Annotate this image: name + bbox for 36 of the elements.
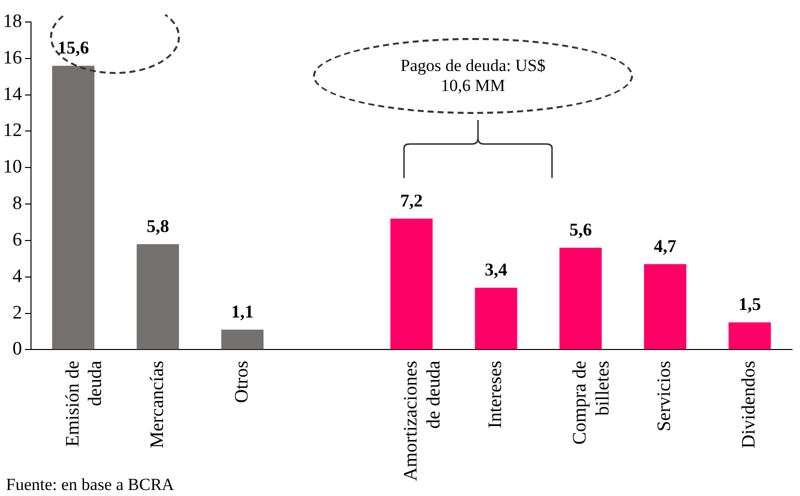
data-label: 5,6 bbox=[569, 219, 592, 240]
y-tick-label: 4 bbox=[12, 266, 22, 287]
y-tick-label: 6 bbox=[12, 229, 22, 250]
data-label: 15,6 bbox=[58, 37, 90, 58]
source-note: Fuente: en base a BCRA bbox=[6, 475, 175, 494]
x-tick-label: Servicios bbox=[654, 360, 676, 432]
bar bbox=[474, 288, 518, 350]
bar bbox=[728, 322, 771, 350]
y-tick-label: 18 bbox=[3, 10, 22, 32]
data-label: 1,1 bbox=[231, 301, 254, 322]
bar bbox=[136, 244, 179, 350]
y-tick-label: 12 bbox=[3, 120, 22, 142]
x-tick-label: Mercancías bbox=[146, 360, 168, 448]
bar bbox=[390, 218, 433, 350]
x-tick-label: Compra de billetes bbox=[570, 360, 614, 445]
y-tick-label: 8 bbox=[12, 193, 22, 214]
y-tick-label: 14 bbox=[3, 84, 22, 105]
bar bbox=[644, 264, 686, 350]
y-tick-label: 2 bbox=[12, 302, 22, 324]
x-tick-label: Intereses bbox=[485, 360, 506, 428]
y-tick-label: 16 bbox=[3, 47, 22, 68]
data-label: 3,4 bbox=[484, 259, 508, 280]
x-tick-label: Amortizaciones de deuda bbox=[400, 360, 444, 482]
x-tick-label: Emisión de deuda bbox=[62, 360, 106, 447]
y-tick-label: 0 bbox=[12, 338, 22, 360]
data-label: 1,5 bbox=[738, 294, 761, 314]
data-label: 4,7 bbox=[654, 236, 676, 256]
data-label: 5,8 bbox=[146, 216, 170, 236]
bar bbox=[221, 330, 264, 350]
bar bbox=[559, 248, 602, 350]
y-tick-label: 10 bbox=[3, 156, 22, 178]
dashed-callout: Pagos de deuda: US$ 10,6 MM bbox=[313, 38, 633, 114]
bar bbox=[52, 66, 94, 350]
x-tick-label: Otros bbox=[231, 360, 252, 403]
x-tick-label: Dividendos bbox=[738, 360, 760, 448]
data-label: 7,2 bbox=[400, 190, 423, 210]
